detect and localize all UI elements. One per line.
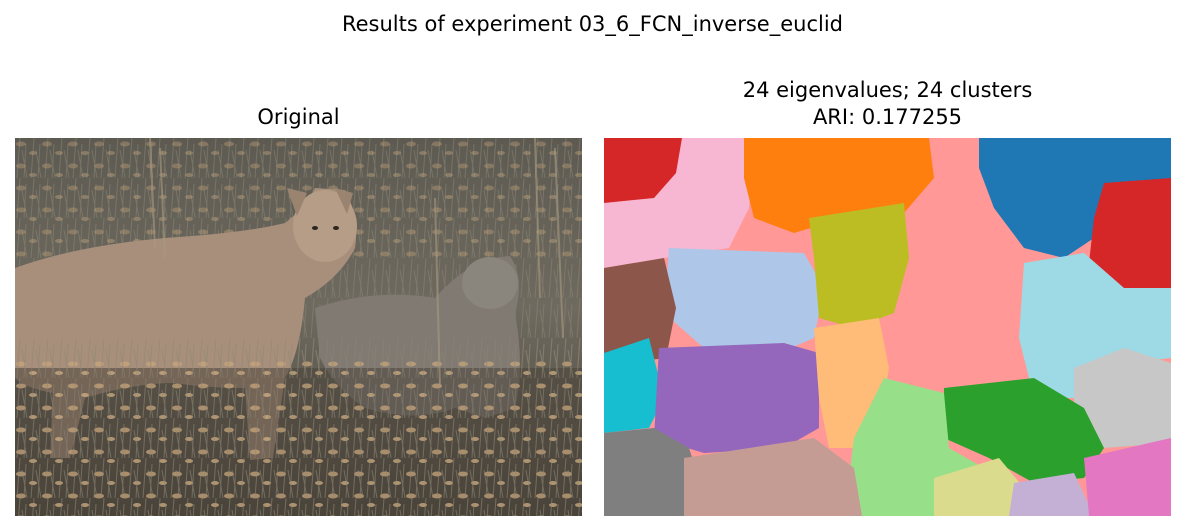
segmentation-title-line2: ARI: 0.177255 — [812, 105, 963, 129]
segmentation-title-line1: 24 eigenvalues; 24 clusters — [742, 78, 1033, 102]
segmentation-map-icon — [604, 138, 1171, 516]
segmentation-image — [604, 138, 1171, 516]
original-image — [15, 138, 582, 516]
segmentation-panel-title: 24 eigenvalues; 24 clusters ARI: 0.17725… — [604, 77, 1171, 131]
original-panel-title: Original — [257, 105, 340, 129]
cougar-photo-icon — [15, 138, 582, 516]
figure-suptitle: Results of experiment 03_6_FCN_inverse_e… — [341, 12, 843, 36]
